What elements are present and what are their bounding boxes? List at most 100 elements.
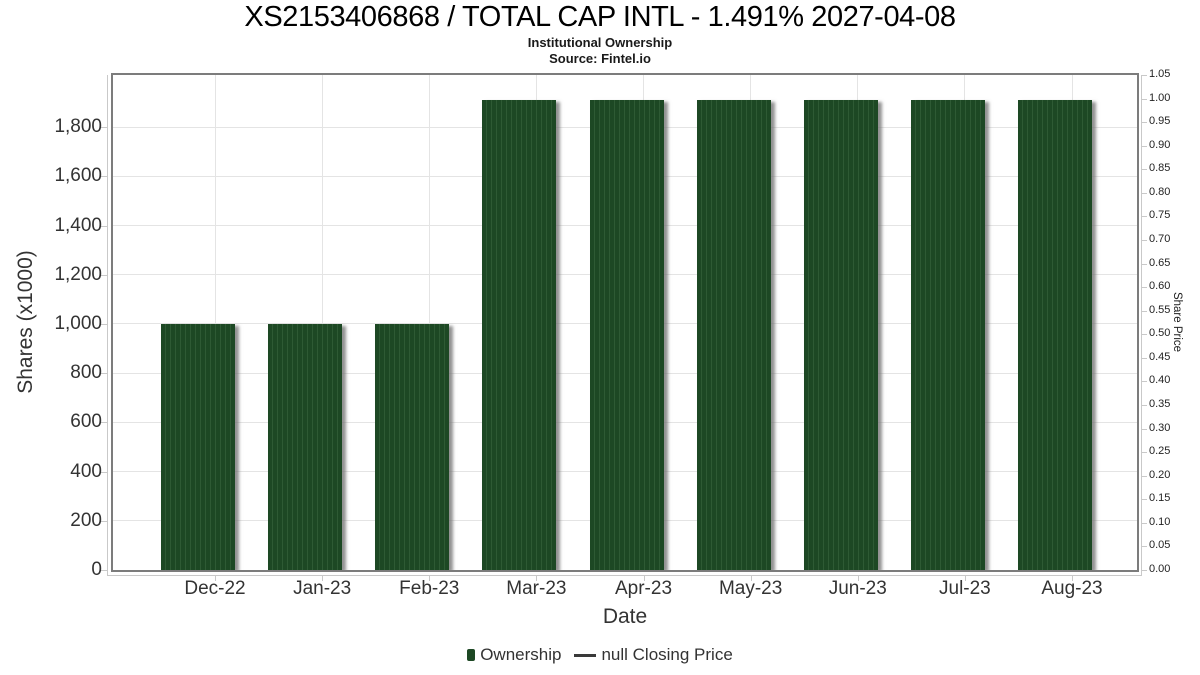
- y-tick-label-right: 0.85: [1149, 162, 1171, 175]
- chart-subtitle: Institutional Ownership: [527, 35, 673, 50]
- chart-source-label: Source: Fintel.io: [549, 51, 651, 66]
- y-tick-right: [1141, 287, 1147, 289]
- v-gridline: [428, 75, 430, 570]
- y-tick-right: [1141, 570, 1147, 571]
- x-tick: [1072, 575, 1073, 581]
- x-axis-title: Date: [602, 605, 648, 628]
- y-tick-right: [1141, 216, 1147, 218]
- bar[interactable]: [482, 100, 557, 570]
- legend: Ownership null Closing Price: [0, 645, 1200, 665]
- y-tick-left: [101, 127, 107, 129]
- x-tick-label: Mar-23: [506, 578, 567, 599]
- y-tick-label-right: 0.70: [1149, 233, 1171, 245]
- x-tick: [643, 575, 645, 581]
- v-gridline: [214, 75, 216, 570]
- y-tick-right: [1141, 428, 1147, 430]
- y-tick-right: [1141, 122, 1147, 124]
- bar[interactable]: [589, 100, 664, 570]
- y-tick-label-right: 0.05: [1149, 539, 1171, 552]
- y-tick-left: [101, 323, 107, 325]
- bar[interactable]: [161, 323, 235, 570]
- y-tick-label-right: 0.90: [1149, 138, 1171, 151]
- y-axis-title-right: Share Price: [1171, 291, 1183, 353]
- y-tick-label-left: 1,400: [54, 214, 102, 236]
- y-tick-right: [1141, 546, 1147, 548]
- y-tick-label-right: 1.05: [1149, 68, 1171, 80]
- y-tick-right: [1141, 240, 1147, 241]
- y-tick-right: [1141, 452, 1147, 454]
- y-tick-left: [101, 422, 107, 424]
- x-tick-label: Jan-23: [293, 578, 352, 599]
- x-tick-label: Jun-23: [828, 578, 887, 599]
- x-tick: [750, 575, 752, 581]
- y-tick-label-right: 0.80: [1149, 185, 1171, 198]
- bar[interactable]: [268, 323, 343, 570]
- y-tick-left: [101, 570, 107, 571]
- x-tick: [215, 575, 216, 581]
- y-tick-right: [1141, 310, 1147, 312]
- x-tick: [322, 575, 324, 581]
- legend-marker-line-icon: [574, 653, 597, 657]
- legend-label: null Closing Price: [601, 645, 733, 664]
- y-tick-label-left: 600: [70, 411, 102, 433]
- y-tick-label-right: 0.75: [1149, 209, 1171, 222]
- y-tick-label-right: 0.35: [1149, 398, 1171, 410]
- y-tick-right: [1141, 475, 1147, 477]
- y-tick-label-right: 1.00: [1149, 91, 1171, 104]
- y-tick-label-left: 1,800: [54, 116, 102, 138]
- y-tick-label-left: 400: [70, 460, 102, 482]
- y-tick-label-right: 0.20: [1149, 468, 1171, 481]
- y-tick-right: [1141, 145, 1147, 147]
- y-tick-label-left: 0: [91, 559, 102, 580]
- y-tick-label-right: 0.00: [1149, 563, 1171, 575]
- y-tick-label-left: 1,200: [54, 263, 102, 285]
- x-tick-label: Jul-23: [939, 578, 991, 599]
- legend-item[interactable]: Ownership: [467, 645, 561, 665]
- y-tick-label-left: 1,000: [54, 312, 102, 334]
- y-tick-label-right: 0.95: [1149, 115, 1171, 128]
- y-tick-label-right: 0.10: [1149, 515, 1171, 528]
- y-tick-left: [101, 471, 107, 473]
- x-tick-label: Aug-23: [1041, 578, 1103, 599]
- y-tick-left: [101, 520, 107, 522]
- bar[interactable]: [696, 100, 771, 570]
- bar[interactable]: [1018, 100, 1092, 570]
- y-tick-right: [1141, 334, 1147, 336]
- x-tick: [857, 575, 859, 581]
- legend-label: Ownership: [480, 645, 562, 664]
- x-tick: [536, 575, 538, 581]
- y-tick-label-right: 0.25: [1149, 445, 1171, 458]
- legend-item[interactable]: null Closing Price: [574, 645, 733, 665]
- y-tick-right: [1141, 381, 1147, 383]
- y-tick-label-right: 0.40: [1149, 374, 1171, 387]
- y-tick-label-left: 200: [70, 509, 102, 531]
- x-tick-label: Feb-23: [399, 578, 460, 599]
- y-tick-left: [101, 274, 107, 276]
- y-tick-label-right: 0.55: [1149, 303, 1171, 316]
- y-tick-right: [1141, 522, 1147, 524]
- y-tick-right: [1141, 357, 1147, 359]
- y-tick-right: [1141, 75, 1147, 76]
- y-tick-label-right: 0.60: [1149, 280, 1171, 293]
- bar[interactable]: [375, 323, 450, 570]
- x-axis-line: [107, 575, 1142, 576]
- bar[interactable]: [803, 100, 878, 570]
- y-tick-label-right: 0.50: [1149, 327, 1171, 340]
- y-tick-right: [1141, 192, 1147, 194]
- legend-marker-square-icon: [467, 649, 476, 661]
- y-tick-right: [1141, 499, 1147, 501]
- y-tick-right: [1141, 169, 1147, 171]
- y-tick-left: [101, 225, 107, 227]
- v-gridline: [321, 75, 323, 570]
- y-tick-right: [1141, 98, 1147, 100]
- y-tick-label-right: 0.65: [1149, 256, 1171, 269]
- y-tick-label-left: 800: [70, 362, 102, 384]
- bar[interactable]: [910, 100, 985, 570]
- y-axis-line-left: [107, 75, 108, 575]
- chart-title: XS2153406868 / TOTAL CAP INTL - 1.491% 2…: [244, 1, 956, 33]
- plot-area: [111, 73, 1139, 572]
- y-tick-label-right: 0.45: [1149, 350, 1171, 363]
- x-tick-label: May-23: [718, 578, 783, 599]
- y-tick-label-right: 0.15: [1149, 492, 1171, 505]
